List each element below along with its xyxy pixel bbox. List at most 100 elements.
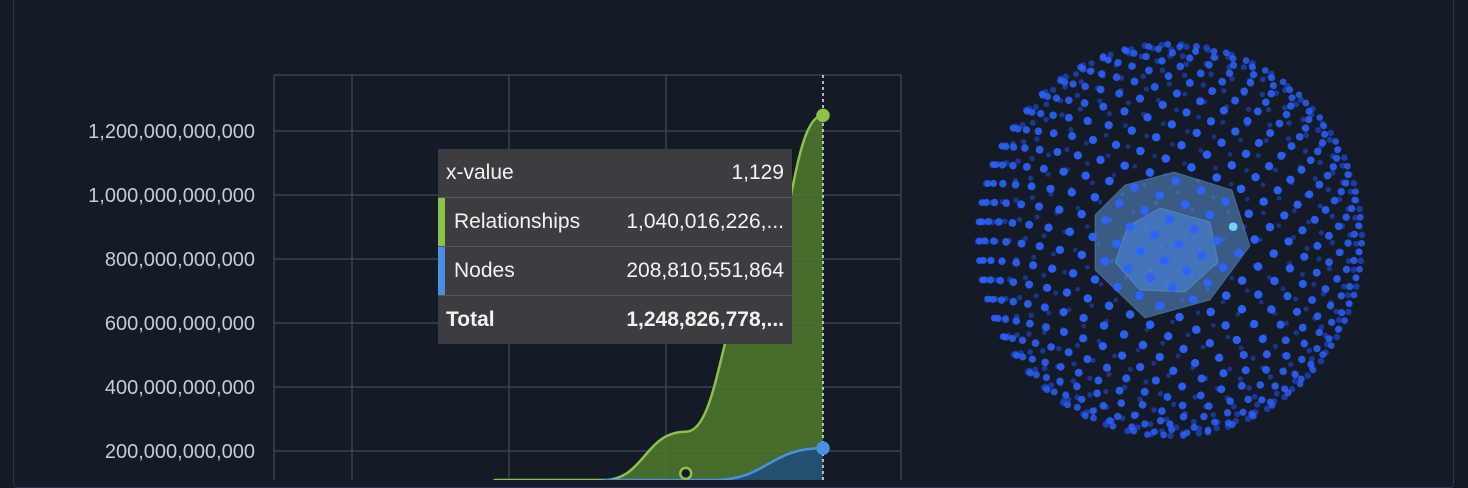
sphere-point (1137, 396, 1143, 402)
sphere-point (1128, 62, 1136, 70)
sphere-point (1067, 188, 1077, 197)
sphere-point (1358, 239, 1365, 247)
area-relationships (493, 115, 823, 480)
sphere-point (1154, 45, 1162, 53)
sphere-point (1326, 265, 1333, 272)
sphere-point (1073, 403, 1081, 411)
sphere-point (1221, 321, 1230, 330)
sphere-point (1129, 183, 1139, 192)
sphere-point (1315, 328, 1324, 337)
sphere-point (1104, 121, 1113, 130)
sphere-point (1312, 268, 1321, 277)
sphere-point (1185, 78, 1194, 87)
sphere-point (1174, 240, 1184, 249)
sphere-point (1221, 197, 1230, 206)
sphere-point (1286, 86, 1294, 94)
sphere-point (1071, 361, 1077, 367)
sphere-point (1128, 423, 1136, 431)
sphere-point (1306, 347, 1313, 354)
sphere-point (1049, 129, 1058, 138)
sphere-point (1221, 88, 1227, 94)
sphere-point (1272, 343, 1278, 349)
sphere-point (1055, 205, 1064, 214)
sphere-point (989, 179, 997, 188)
sphere-point (1293, 200, 1302, 209)
sphere-point (1344, 171, 1352, 179)
sphere-point (1190, 358, 1200, 368)
sphere-point (1023, 300, 1032, 308)
sphere-point (1136, 247, 1145, 256)
sphere-point (1151, 360, 1157, 366)
sphere-point (1144, 133, 1150, 139)
sphere-point (1028, 175, 1034, 181)
sphere-point (1292, 296, 1299, 302)
sphere-point (1075, 342, 1081, 349)
sphere-point (1138, 400, 1147, 409)
sphere-point (1239, 408, 1247, 416)
sphere-point (1029, 195, 1035, 201)
sphere-point (1218, 263, 1228, 272)
sphere-point (1075, 205, 1081, 211)
sphere-point (1064, 401, 1071, 409)
sphere-point (1085, 265, 1090, 270)
sphere-point (1168, 283, 1178, 293)
sphere-point (1152, 153, 1157, 159)
sphere-point (1170, 142, 1175, 147)
sphere-point (1052, 94, 1061, 102)
sphere-point (1305, 190, 1314, 199)
sphere-point (1286, 175, 1295, 184)
sphere-point (1211, 418, 1219, 426)
sphere-point (1269, 81, 1277, 90)
sphere-point (1228, 222, 1238, 232)
sphere-point (1196, 114, 1202, 120)
tooltip-series-value: 208,810,551,864 (626, 259, 784, 282)
sphere-point (1200, 82, 1206, 88)
tooltip-x-label: x-value (446, 161, 514, 184)
sphere-point (1350, 266, 1357, 273)
sphere-point (1164, 40, 1172, 48)
sphere-point (1009, 161, 1017, 170)
sphere-point (1253, 262, 1263, 271)
sphere-point (1312, 176, 1318, 182)
sphere-point (1222, 49, 1230, 57)
sphere-point (1265, 222, 1275, 232)
sphere-point (1293, 330, 1299, 336)
sphere-point (1122, 384, 1128, 390)
sphere-point (1001, 218, 1008, 224)
sphere-point (1317, 357, 1325, 365)
sphere-point (1203, 278, 1212, 288)
sphere-point (1097, 199, 1103, 205)
sphere-point (1197, 374, 1206, 383)
sphere-point (1213, 165, 1218, 171)
sphere-point (1099, 401, 1108, 410)
sphere-point (1333, 275, 1341, 283)
sphere-point (1094, 376, 1103, 385)
sphere-point (1169, 366, 1178, 375)
sphere-point (1246, 78, 1255, 87)
sphere-point (1244, 288, 1250, 293)
sphere-point (1270, 276, 1279, 286)
sphere-point (1350, 179, 1358, 187)
sphere-point (1132, 164, 1138, 169)
sphere-point (998, 257, 1006, 266)
sphere-point (1179, 344, 1188, 354)
sphere-point (1344, 292, 1352, 299)
sphere-point (1028, 355, 1037, 363)
sphere-point (1021, 144, 1029, 152)
sphere-point (1217, 385, 1226, 394)
sphere-point (1079, 65, 1087, 73)
sphere-point (1276, 223, 1282, 229)
tooltip-series-label: Nodes (454, 259, 515, 282)
sphere-point (1287, 142, 1296, 151)
sphere-point (1073, 151, 1083, 160)
sphere-point (1104, 301, 1114, 311)
sphere-point (1210, 322, 1216, 328)
sphere-point (1326, 301, 1335, 310)
sphere-point (1316, 256, 1322, 262)
sphere-point (1041, 365, 1048, 372)
sphere-point (1089, 407, 1097, 415)
sphere-point (1315, 180, 1324, 189)
tooltip-series-label: Relationships (454, 210, 581, 233)
